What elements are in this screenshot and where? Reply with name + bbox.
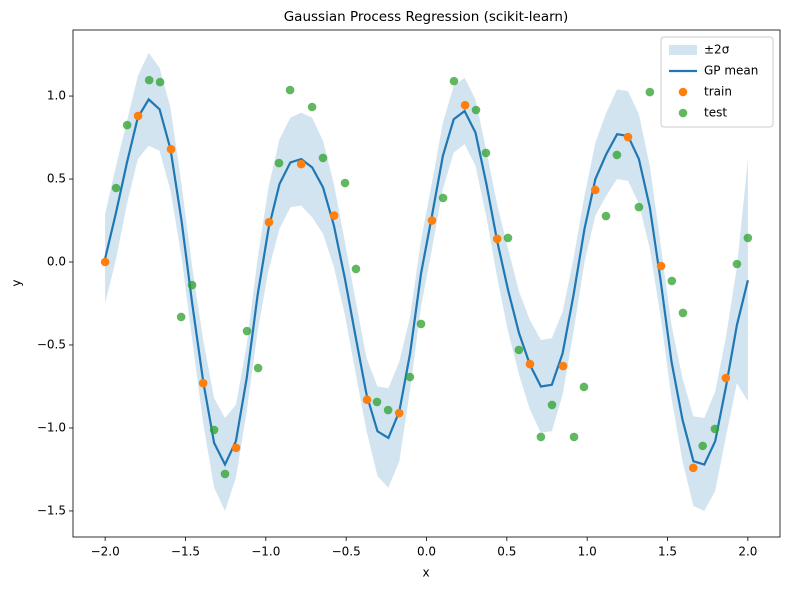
point — [394, 408, 404, 418]
point — [144, 75, 154, 85]
point — [710, 424, 720, 434]
x-tick-label: 1.5 — [658, 545, 677, 559]
y-tick-label: 0.0 — [47, 255, 66, 269]
point — [427, 216, 437, 225]
point — [383, 405, 393, 415]
x-tick-label: 1.0 — [578, 545, 597, 559]
point — [198, 378, 208, 388]
point — [645, 87, 655, 97]
point — [688, 463, 698, 473]
legend-label: train — [704, 85, 732, 99]
point — [678, 308, 688, 318]
y-tick-label: −0.5 — [37, 337, 66, 351]
point — [296, 159, 306, 169]
point — [514, 345, 524, 355]
point — [492, 234, 502, 244]
confidence-band — [105, 52, 748, 511]
point — [547, 400, 557, 410]
y-tick-label: 1.0 — [47, 89, 66, 103]
chart-title: Gaussian Process Regression (scikit-lear… — [284, 9, 569, 25]
point — [242, 326, 252, 336]
point — [634, 202, 644, 212]
point — [601, 211, 611, 221]
x-tick-label: −0.5 — [332, 545, 361, 559]
point — [471, 105, 481, 115]
x-tick-label: 0.5 — [497, 545, 516, 559]
point — [590, 185, 600, 195]
point — [698, 441, 708, 451]
point — [307, 102, 317, 112]
x-axis-label: x — [422, 566, 429, 580]
legend-swatch — [678, 87, 688, 97]
point — [209, 425, 219, 435]
point — [274, 158, 284, 168]
point — [176, 312, 186, 322]
x-tick-label: −1.0 — [251, 545, 280, 559]
y-tick-label: −1.0 — [37, 420, 66, 434]
legend-swatch — [669, 45, 697, 55]
point — [100, 257, 110, 267]
point — [362, 395, 372, 405]
point — [416, 319, 426, 329]
point — [558, 361, 568, 371]
point — [285, 85, 295, 95]
legend-label: GP mean — [704, 64, 758, 78]
point — [329, 211, 339, 220]
point — [231, 443, 241, 453]
legend-box — [660, 36, 774, 128]
legend-swatch — [678, 108, 688, 118]
point — [122, 120, 132, 130]
point — [656, 261, 666, 271]
y-tick-label: −1.5 — [37, 503, 66, 517]
point — [481, 148, 491, 158]
point — [743, 233, 753, 243]
point — [187, 280, 197, 290]
point — [721, 373, 731, 383]
x-tick-label: −2.0 — [91, 545, 120, 559]
x-tick-label: −1.5 — [171, 545, 200, 559]
point — [536, 432, 546, 442]
legend-label: test — [704, 106, 727, 120]
point — [155, 77, 165, 87]
point — [569, 432, 579, 442]
point — [351, 264, 361, 274]
point — [438, 193, 448, 203]
point — [667, 276, 677, 286]
point — [460, 100, 470, 110]
point — [503, 233, 513, 243]
point — [732, 259, 742, 269]
point — [133, 111, 143, 121]
x-tick-label: 0.0 — [417, 545, 436, 559]
point — [111, 183, 121, 193]
point — [525, 359, 535, 369]
point — [579, 382, 589, 392]
point — [264, 217, 274, 227]
point — [220, 469, 230, 479]
point — [612, 150, 622, 160]
point — [623, 132, 633, 142]
point — [405, 372, 415, 382]
point — [318, 153, 328, 163]
point — [340, 178, 350, 188]
point — [166, 144, 176, 154]
point — [449, 76, 459, 86]
x-tick-label: 2.0 — [738, 545, 757, 559]
plot-frame — [72, 29, 781, 538]
legend-label: ±2σ — [704, 43, 730, 57]
point — [372, 397, 382, 407]
y-axis-label: y — [10, 279, 24, 286]
point — [253, 363, 263, 373]
y-tick-label: 0.5 — [47, 172, 66, 186]
